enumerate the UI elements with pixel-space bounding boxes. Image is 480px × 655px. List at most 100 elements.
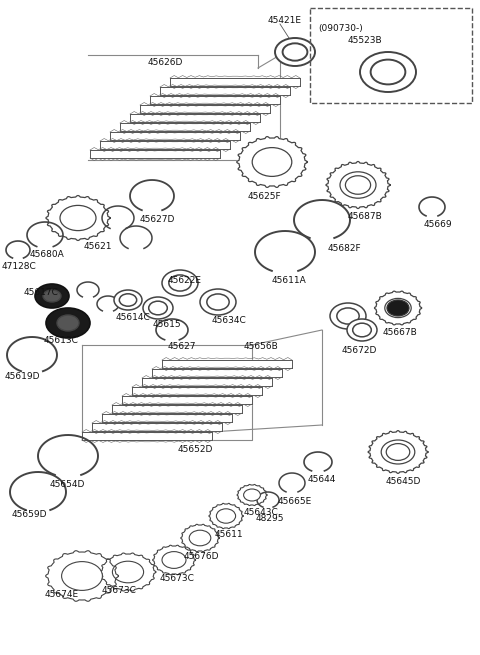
Ellipse shape xyxy=(46,308,90,338)
Text: 45617C: 45617C xyxy=(24,288,59,297)
Ellipse shape xyxy=(35,284,69,308)
Ellipse shape xyxy=(385,299,411,318)
Ellipse shape xyxy=(143,297,173,319)
Polygon shape xyxy=(237,137,307,187)
Text: 45676D: 45676D xyxy=(184,552,219,561)
Text: 48295: 48295 xyxy=(256,514,285,523)
Ellipse shape xyxy=(43,290,61,302)
Text: 45625F: 45625F xyxy=(248,192,282,201)
Polygon shape xyxy=(150,96,280,104)
Text: 45645D: 45645D xyxy=(386,477,421,486)
Text: 45674E: 45674E xyxy=(45,590,79,599)
Polygon shape xyxy=(326,162,390,208)
Ellipse shape xyxy=(386,443,410,460)
Text: 45665E: 45665E xyxy=(278,497,312,506)
Polygon shape xyxy=(152,369,282,377)
Polygon shape xyxy=(140,105,270,113)
Ellipse shape xyxy=(149,301,168,315)
Ellipse shape xyxy=(387,300,409,316)
Polygon shape xyxy=(368,430,428,474)
Ellipse shape xyxy=(162,552,186,569)
Ellipse shape xyxy=(114,290,142,310)
Ellipse shape xyxy=(346,176,371,195)
Polygon shape xyxy=(112,405,242,413)
Polygon shape xyxy=(122,396,252,404)
Text: 45615: 45615 xyxy=(153,320,181,329)
Polygon shape xyxy=(237,485,267,506)
Polygon shape xyxy=(160,87,290,95)
Ellipse shape xyxy=(381,440,415,464)
Ellipse shape xyxy=(61,561,102,590)
Polygon shape xyxy=(46,551,119,601)
Text: 45613C: 45613C xyxy=(44,336,79,345)
Polygon shape xyxy=(181,524,219,552)
Ellipse shape xyxy=(57,315,79,331)
Ellipse shape xyxy=(207,294,229,310)
Text: 45611A: 45611A xyxy=(272,276,307,285)
Ellipse shape xyxy=(283,43,307,61)
Polygon shape xyxy=(130,114,260,122)
Text: 45687B: 45687B xyxy=(348,212,383,221)
Ellipse shape xyxy=(252,147,292,176)
Bar xyxy=(310,8,472,103)
Polygon shape xyxy=(46,196,110,240)
Text: 47128C: 47128C xyxy=(2,262,37,271)
Polygon shape xyxy=(142,378,272,386)
Ellipse shape xyxy=(360,52,416,92)
Text: 45523B: 45523B xyxy=(348,36,383,45)
Ellipse shape xyxy=(347,319,377,341)
Text: 45673C: 45673C xyxy=(160,574,195,583)
Polygon shape xyxy=(102,414,232,422)
Text: 45656B: 45656B xyxy=(244,342,279,351)
Ellipse shape xyxy=(243,489,260,501)
Polygon shape xyxy=(82,432,212,440)
Polygon shape xyxy=(374,291,421,325)
Text: 45611: 45611 xyxy=(215,530,244,539)
Ellipse shape xyxy=(353,323,372,337)
Text: 45627: 45627 xyxy=(168,342,196,351)
Text: 45659D: 45659D xyxy=(12,510,48,519)
Ellipse shape xyxy=(371,60,406,84)
Polygon shape xyxy=(132,387,262,395)
Ellipse shape xyxy=(330,303,366,329)
Ellipse shape xyxy=(169,275,191,291)
Ellipse shape xyxy=(340,172,376,198)
Text: 45621: 45621 xyxy=(84,242,112,251)
Ellipse shape xyxy=(112,561,144,583)
Ellipse shape xyxy=(337,308,359,324)
Text: (090730-): (090730-) xyxy=(318,24,363,33)
Polygon shape xyxy=(100,141,230,149)
Text: 45673C: 45673C xyxy=(102,586,137,595)
Text: 45644: 45644 xyxy=(308,475,336,484)
Text: 45626D: 45626D xyxy=(148,58,183,67)
Polygon shape xyxy=(92,423,222,431)
Polygon shape xyxy=(153,545,195,574)
Ellipse shape xyxy=(120,294,137,306)
Text: 45652D: 45652D xyxy=(178,445,214,454)
Text: 45654D: 45654D xyxy=(50,480,85,489)
Text: 45680A: 45680A xyxy=(30,250,65,259)
Text: 45634C: 45634C xyxy=(212,316,247,325)
Text: 45614C: 45614C xyxy=(116,313,151,322)
Text: 45667B: 45667B xyxy=(383,328,418,337)
Ellipse shape xyxy=(200,289,236,315)
Polygon shape xyxy=(120,123,250,131)
Text: 45682F: 45682F xyxy=(328,244,361,253)
Ellipse shape xyxy=(189,530,211,546)
Ellipse shape xyxy=(216,509,236,523)
Ellipse shape xyxy=(162,270,198,296)
Polygon shape xyxy=(110,132,240,140)
Text: 45643C: 45643C xyxy=(244,508,279,517)
Polygon shape xyxy=(162,360,292,368)
Polygon shape xyxy=(90,150,220,158)
Text: 45672D: 45672D xyxy=(342,346,377,355)
Text: 45421E: 45421E xyxy=(268,16,302,25)
Text: 45627D: 45627D xyxy=(140,215,175,224)
Text: 45619D: 45619D xyxy=(5,372,40,381)
Text: 45622E: 45622E xyxy=(168,276,202,285)
Ellipse shape xyxy=(275,38,315,66)
Text: 45669: 45669 xyxy=(424,220,453,229)
Polygon shape xyxy=(100,553,156,591)
Ellipse shape xyxy=(60,206,96,231)
Polygon shape xyxy=(170,78,300,86)
